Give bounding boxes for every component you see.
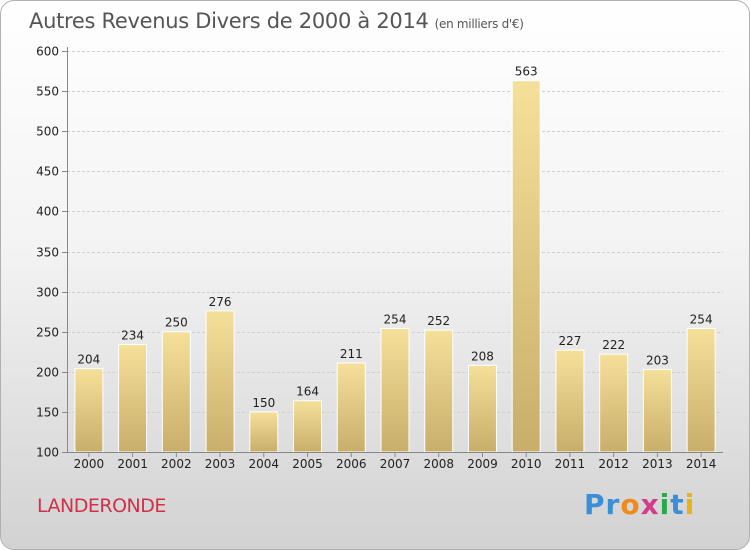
y-tick-label: 300 bbox=[36, 286, 59, 300]
data-label: 211 bbox=[340, 347, 363, 361]
data-label: 254 bbox=[384, 312, 407, 326]
data-label: 252 bbox=[427, 314, 450, 328]
data-label: 208 bbox=[471, 349, 494, 363]
data-label: 204 bbox=[77, 353, 100, 367]
axes: 100 150 200 250 300 350 400 450 500 550 600 2000 200… bbox=[36, 45, 723, 471]
bar bbox=[467, 364, 497, 453]
x-tick-label: 2000 bbox=[74, 457, 105, 471]
bar bbox=[249, 411, 279, 453]
y-tick-label: 450 bbox=[36, 165, 59, 179]
bar bbox=[380, 327, 410, 453]
bar bbox=[336, 362, 366, 453]
y-tick-label: 100 bbox=[36, 446, 59, 460]
y-tick-label: 250 bbox=[36, 326, 59, 340]
y-tick-label: 200 bbox=[36, 366, 59, 380]
y-tick-label: 350 bbox=[36, 246, 59, 260]
bar bbox=[293, 400, 323, 453]
bar bbox=[74, 368, 104, 453]
proxiti-logo: Proxiti bbox=[584, 488, 695, 521]
bar bbox=[511, 80, 541, 453]
bar bbox=[161, 331, 191, 453]
data-label: 227 bbox=[558, 334, 581, 348]
x-tick-label: 2008 bbox=[423, 457, 454, 471]
data-label: 150 bbox=[252, 396, 275, 410]
bar bbox=[118, 344, 148, 453]
chart-title-text: Autres Revenus Divers de 2000 à 2014 bbox=[29, 9, 429, 33]
y-tick-label: 400 bbox=[36, 205, 59, 219]
y-tick-label: 550 bbox=[36, 85, 59, 99]
y-tick-label: 150 bbox=[36, 406, 59, 420]
x-tick-label: 2007 bbox=[380, 457, 411, 471]
x-tick-label: 2004 bbox=[249, 457, 280, 471]
logo-letter: P bbox=[584, 488, 606, 521]
logo-letter: x bbox=[640, 488, 660, 521]
bar bbox=[599, 353, 629, 453]
logo-letter: t bbox=[670, 488, 685, 521]
logo-letter: i bbox=[659, 488, 671, 521]
data-label: 222 bbox=[602, 338, 625, 352]
logo-letter: r bbox=[605, 488, 621, 521]
data-label: 276 bbox=[209, 295, 232, 309]
x-tick-label: 2003 bbox=[205, 457, 236, 471]
x-tick-label: 2002 bbox=[161, 457, 192, 471]
x-tick-label: 2010 bbox=[511, 457, 542, 471]
x-tick-label: 2012 bbox=[598, 457, 629, 471]
bar bbox=[555, 349, 585, 453]
data-label: 254 bbox=[690, 312, 713, 326]
bar bbox=[686, 327, 716, 453]
x-tick-label: 2009 bbox=[467, 457, 498, 471]
logo-letter: i bbox=[684, 488, 696, 521]
data-label: 164 bbox=[296, 385, 319, 399]
chart-unit: (en milliers d'€) bbox=[434, 17, 524, 31]
data-label: 234 bbox=[121, 329, 144, 343]
x-tick-label: 2013 bbox=[642, 457, 673, 471]
x-tick-label: 2014 bbox=[686, 457, 717, 471]
x-tick-label: 2001 bbox=[117, 457, 148, 471]
commune-name: LANDERONDE bbox=[37, 495, 166, 517]
bars: 204 234 250 276 150 164 211 254 252 208 563 227 222 2… bbox=[74, 65, 716, 453]
bar bbox=[642, 368, 672, 453]
y-tick-label: 500 bbox=[36, 125, 59, 139]
bar bbox=[205, 310, 235, 453]
data-label: 563 bbox=[515, 65, 538, 79]
chart-title: Autres Revenus Divers de 2000 à 2014 (en … bbox=[29, 9, 524, 33]
data-label: 250 bbox=[165, 316, 188, 330]
x-tick-label: 2005 bbox=[292, 457, 323, 471]
data-label: 203 bbox=[646, 353, 669, 367]
y-tick-label: 600 bbox=[36, 45, 59, 59]
logo-letter: o bbox=[620, 488, 641, 521]
bar bbox=[424, 329, 454, 453]
x-tick-label: 2006 bbox=[336, 457, 367, 471]
x-tick-label: 2011 bbox=[555, 457, 586, 471]
